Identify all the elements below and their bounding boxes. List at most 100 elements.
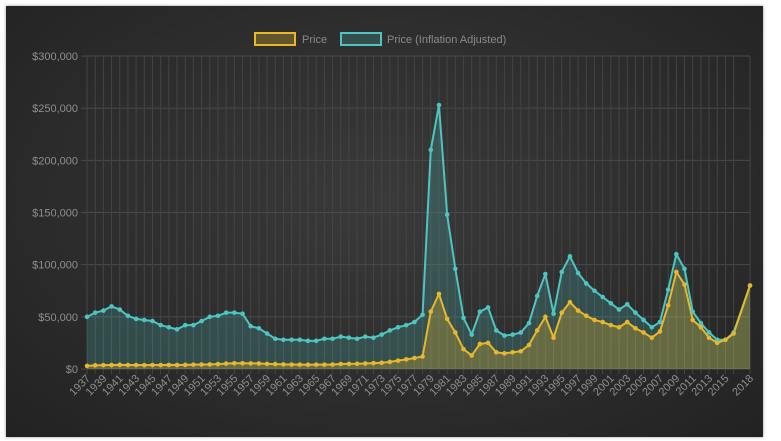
data-point[interactable] bbox=[674, 269, 679, 275]
data-point[interactable] bbox=[624, 319, 630, 325]
data-point[interactable] bbox=[281, 337, 286, 343]
data-point[interactable] bbox=[117, 307, 123, 312]
data-point[interactable] bbox=[518, 330, 524, 335]
data-point[interactable] bbox=[256, 326, 262, 331]
data-point[interactable] bbox=[354, 336, 360, 342]
data-point[interactable] bbox=[346, 335, 352, 341]
data-point[interactable] bbox=[665, 287, 671, 293]
data-point[interactable] bbox=[674, 251, 679, 257]
data-point[interactable] bbox=[272, 361, 278, 367]
data-point[interactable] bbox=[453, 266, 458, 272]
data-point[interactable] bbox=[191, 322, 196, 328]
data-point[interactable] bbox=[215, 361, 221, 367]
data-point[interactable] bbox=[371, 360, 376, 366]
data-point[interactable] bbox=[559, 269, 565, 275]
data-point[interactable] bbox=[232, 310, 237, 315]
data-point[interactable] bbox=[485, 340, 491, 346]
data-point[interactable] bbox=[182, 362, 188, 368]
data-point[interactable] bbox=[158, 362, 163, 368]
data-point[interactable] bbox=[117, 362, 123, 368]
data-point[interactable] bbox=[199, 362, 204, 367]
data-point[interactable] bbox=[330, 336, 335, 342]
data-point[interactable] bbox=[101, 308, 106, 313]
data-point[interactable] bbox=[248, 361, 253, 366]
data-point[interactable] bbox=[109, 304, 114, 309]
data-point[interactable] bbox=[502, 333, 507, 338]
data-point[interactable] bbox=[313, 338, 319, 344]
data-point[interactable] bbox=[338, 361, 344, 367]
data-point[interactable] bbox=[125, 362, 131, 368]
data-point[interactable] bbox=[182, 322, 188, 328]
data-point[interactable] bbox=[379, 360, 384, 366]
data-point[interactable] bbox=[559, 310, 565, 315]
data-point[interactable] bbox=[403, 357, 409, 362]
data-point[interactable] bbox=[297, 337, 303, 343]
data-point[interactable] bbox=[330, 362, 335, 367]
data-point[interactable] bbox=[289, 362, 294, 367]
data-point[interactable] bbox=[608, 322, 614, 328]
data-point[interactable] bbox=[690, 309, 695, 314]
legend-item[interactable]: Price bbox=[254, 32, 327, 46]
data-point[interactable] bbox=[592, 288, 597, 294]
data-point[interactable] bbox=[444, 316, 450, 322]
data-point[interactable] bbox=[461, 315, 466, 321]
data-point[interactable] bbox=[510, 350, 515, 355]
data-point[interactable] bbox=[363, 334, 368, 339]
data-point[interactable] bbox=[682, 282, 687, 287]
data-point[interactable] bbox=[297, 362, 303, 367]
data-point[interactable] bbox=[428, 147, 434, 153]
data-point[interactable] bbox=[256, 361, 262, 366]
data-point[interactable] bbox=[207, 362, 213, 367]
data-point[interactable] bbox=[322, 336, 327, 342]
data-point[interactable] bbox=[469, 353, 475, 358]
data-point[interactable] bbox=[240, 311, 245, 317]
data-point[interactable] bbox=[322, 362, 327, 367]
data-point[interactable] bbox=[223, 310, 229, 315]
data-point[interactable] bbox=[403, 322, 409, 328]
data-point[interactable] bbox=[84, 314, 90, 320]
data-point[interactable] bbox=[174, 327, 180, 332]
data-point[interactable] bbox=[600, 319, 605, 325]
data-point[interactable] bbox=[305, 338, 311, 344]
data-point[interactable] bbox=[682, 266, 687, 272]
data-point[interactable] bbox=[395, 324, 401, 330]
data-point[interactable] bbox=[551, 335, 556, 341]
data-point[interactable] bbox=[174, 362, 180, 368]
data-point[interactable] bbox=[502, 351, 507, 356]
data-point[interactable] bbox=[747, 283, 753, 288]
data-point[interactable] bbox=[420, 354, 425, 359]
data-point[interactable] bbox=[616, 324, 622, 330]
data-point[interactable] bbox=[633, 310, 638, 315]
data-point[interactable] bbox=[584, 313, 589, 319]
data-point[interactable] bbox=[133, 316, 139, 322]
data-point[interactable] bbox=[461, 346, 466, 352]
data-point[interactable] bbox=[649, 335, 655, 341]
data-point[interactable] bbox=[575, 308, 581, 313]
data-point[interactable] bbox=[665, 303, 671, 308]
data-point[interactable] bbox=[289, 337, 294, 343]
data-point[interactable] bbox=[101, 362, 106, 368]
data-point[interactable] bbox=[526, 320, 532, 326]
data-point[interactable] bbox=[346, 361, 352, 367]
data-point[interactable] bbox=[616, 307, 622, 312]
data-point[interactable] bbox=[191, 362, 196, 367]
data-point[interactable] bbox=[436, 291, 442, 297]
data-point[interactable] bbox=[649, 324, 655, 330]
data-point[interactable] bbox=[232, 360, 237, 366]
data-point[interactable] bbox=[150, 362, 155, 368]
data-point[interactable] bbox=[248, 323, 253, 329]
data-point[interactable] bbox=[469, 332, 475, 337]
legend[interactable]: Price Price (Inflation Adjusted) bbox=[254, 32, 506, 46]
data-point[interactable] bbox=[272, 336, 278, 342]
data-point[interactable] bbox=[731, 331, 736, 336]
data-point[interactable] bbox=[698, 324, 704, 330]
data-point[interactable] bbox=[698, 320, 704, 326]
data-point[interactable] bbox=[723, 337, 728, 343]
data-point[interactable] bbox=[477, 309, 483, 314]
data-point[interactable] bbox=[543, 271, 548, 277]
data-point[interactable] bbox=[518, 348, 524, 354]
data-point[interactable] bbox=[158, 322, 163, 328]
data-point[interactable] bbox=[125, 313, 131, 319]
data-point[interactable] bbox=[690, 317, 695, 323]
data-point[interactable] bbox=[436, 102, 442, 108]
